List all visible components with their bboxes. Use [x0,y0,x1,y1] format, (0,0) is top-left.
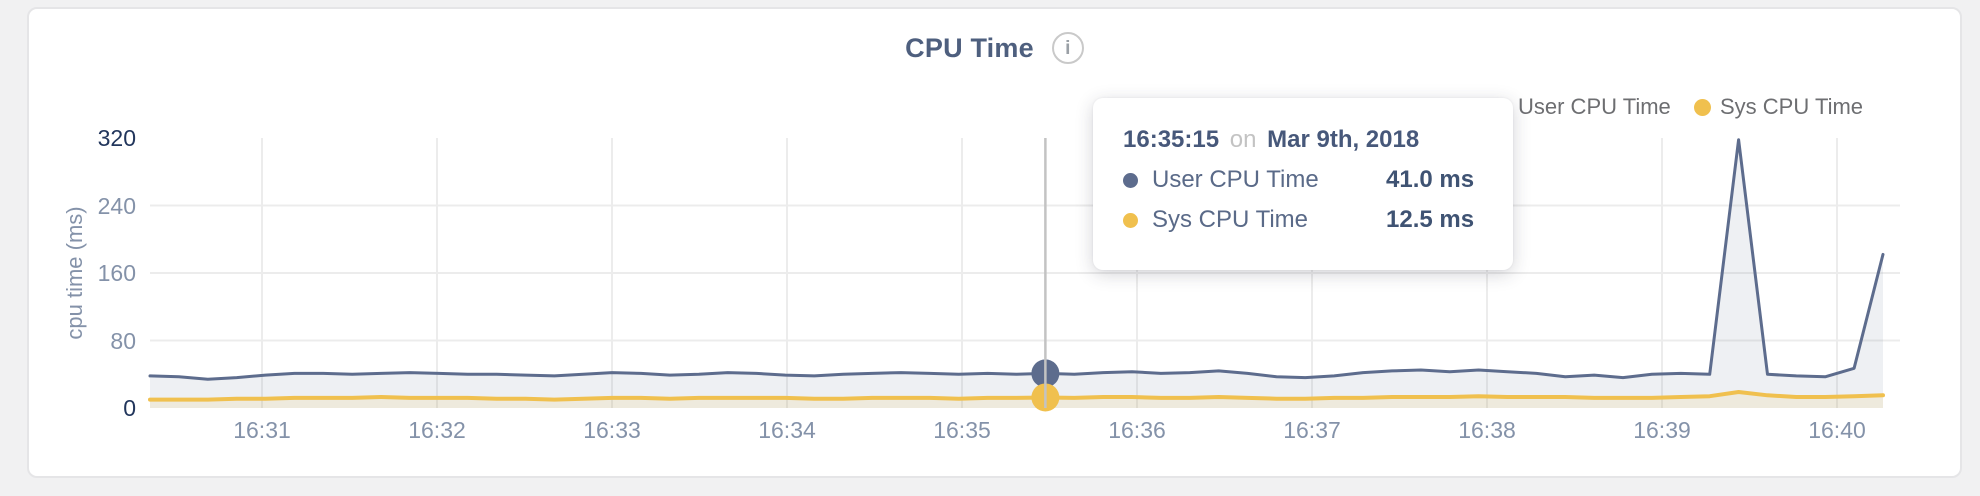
tooltip-time: 16:35:15 [1123,126,1220,153]
tooltip-row-sys-cpu: Sys CPU Time 12.5 ms [1123,206,1485,234]
y-tick-label: 320 [97,125,136,151]
x-tick-label: 16:34 [758,417,816,443]
x-tick-label: 16:36 [1108,417,1166,443]
x-tick-label: 16:39 [1633,417,1691,443]
legend-item-user-cpu[interactable]: User CPU Time [1492,94,1671,119]
user-cpu-dot-icon [1123,172,1138,188]
sys-cpu-area [150,392,1883,408]
tooltip-header: 16:35:15 on Mar 9th, 2018 [1123,126,1485,154]
tooltip-series-label: Sys CPU Time [1152,206,1309,233]
x-tick-label: 16:38 [1458,417,1516,443]
x-tick-label: 16:35 [933,417,991,443]
user-cpu-area [150,139,1883,408]
sys-cpu-line [148,390,1885,402]
chart-header: CPU Time i [27,28,1962,68]
sys-cpu-dot-icon [1123,212,1138,228]
tooltip-series-value: 41.0 ms [1386,166,1475,193]
y-tick-label: 80 [110,327,136,354]
tooltip-series-value: 12.5 ms [1386,206,1475,233]
x-tick-label: 16:33 [583,417,641,443]
legend-item-sys-cpu[interactable]: Sys CPU Time [1694,94,1864,119]
page-title: CPU Time [905,32,1034,63]
hover-tooltip: 16:35:15 on Mar 9th, 2018 User CPU Time … [1093,98,1513,270]
info-circle-icon[interactable]: i [1051,32,1084,64]
x-tick-label: 16:31 [233,417,291,443]
tooltip-series-label: User CPU Time [1152,166,1319,193]
user-cpu-line [148,138,1885,381]
tooltip-row-user-cpu: User CPU Time 41.0 ms [1123,166,1485,194]
x-tick-label: 16:40 [1808,417,1866,443]
x-tick-label: 16:32 [408,417,466,443]
x-tick-label: 16:37 [1283,417,1341,443]
y-tick-label: 0 [123,395,136,421]
tooltip-date: Mar 9th, 2018 [1267,126,1420,153]
y-tick-label: 240 [97,192,136,219]
legend-label: Sys CPU Time [1720,94,1864,119]
y-tick-label: 160 [97,260,136,286]
sys-cpu-legend-dot [1694,98,1711,116]
legend-label: User CPU Time [1518,94,1671,119]
tooltip-joiner: on [1229,126,1257,153]
